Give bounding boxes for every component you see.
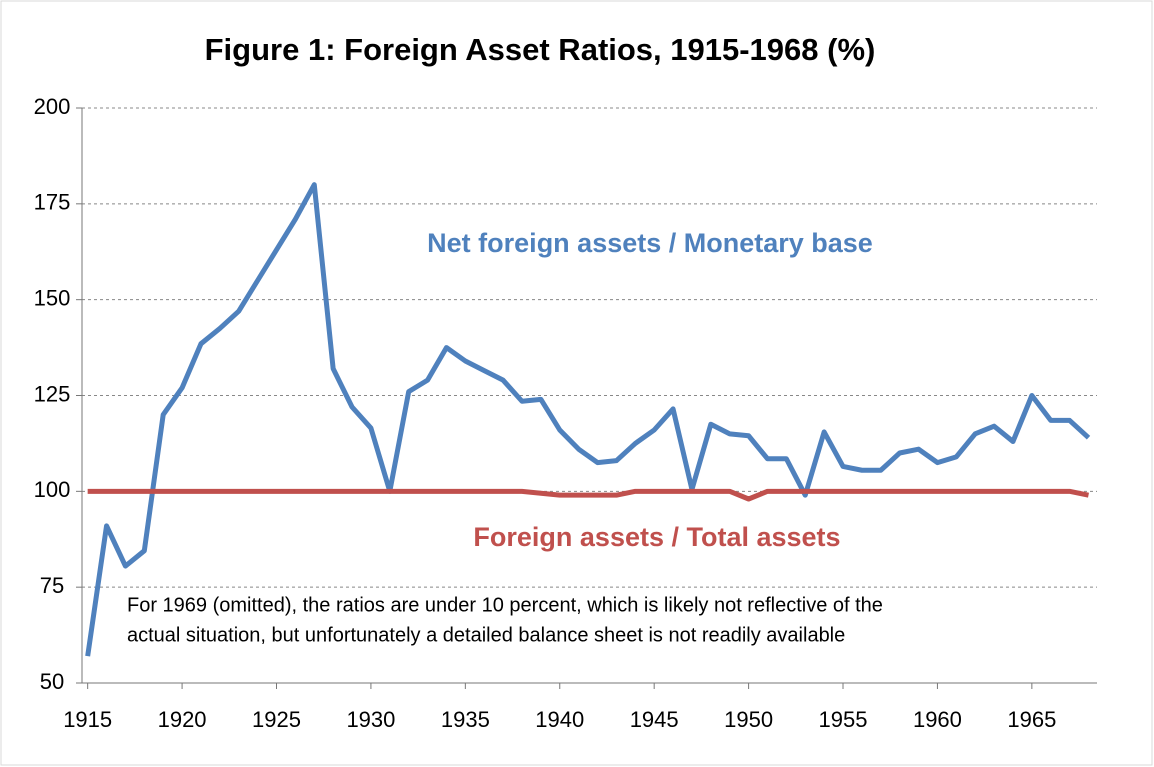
x-tick-label: 1955 <box>819 707 868 732</box>
series-label: Foreign assets / Total assets <box>473 522 840 552</box>
x-tick-label: 1920 <box>158 707 207 732</box>
x-tick-label: 1915 <box>63 707 112 732</box>
y-tick-label: 175 <box>34 190 71 215</box>
series-label: Net foreign assets / Monetary base <box>427 228 873 258</box>
y-tick-label: 75 <box>40 573 64 598</box>
chart-title: Figure 1: Foreign Asset Ratios, 1915-196… <box>205 32 876 67</box>
series-line <box>85 182 1091 657</box>
x-tick-label: 1950 <box>724 707 773 732</box>
y-tick-label: 150 <box>34 285 71 310</box>
y-tick-label: 200 <box>34 94 71 119</box>
note: For 1969 (omitted), the ratios are under… <box>127 594 883 616</box>
note: actual situation, but unfortunately a de… <box>127 624 845 646</box>
x-tick-label: 1945 <box>630 707 679 732</box>
x-tick-label: 1935 <box>441 707 490 732</box>
x-tick-label: 1960 <box>913 707 962 732</box>
y-tick-label: 100 <box>34 477 71 502</box>
x-tick-label: 1930 <box>346 707 395 732</box>
x-tick-label: 1940 <box>535 707 584 732</box>
y-tick-label: 125 <box>34 381 71 406</box>
x-tick-label: 1925 <box>252 707 301 732</box>
x-tick-label: 1965 <box>1007 707 1056 732</box>
series-line <box>87 488 1089 502</box>
y-tick-label: 50 <box>40 669 64 694</box>
